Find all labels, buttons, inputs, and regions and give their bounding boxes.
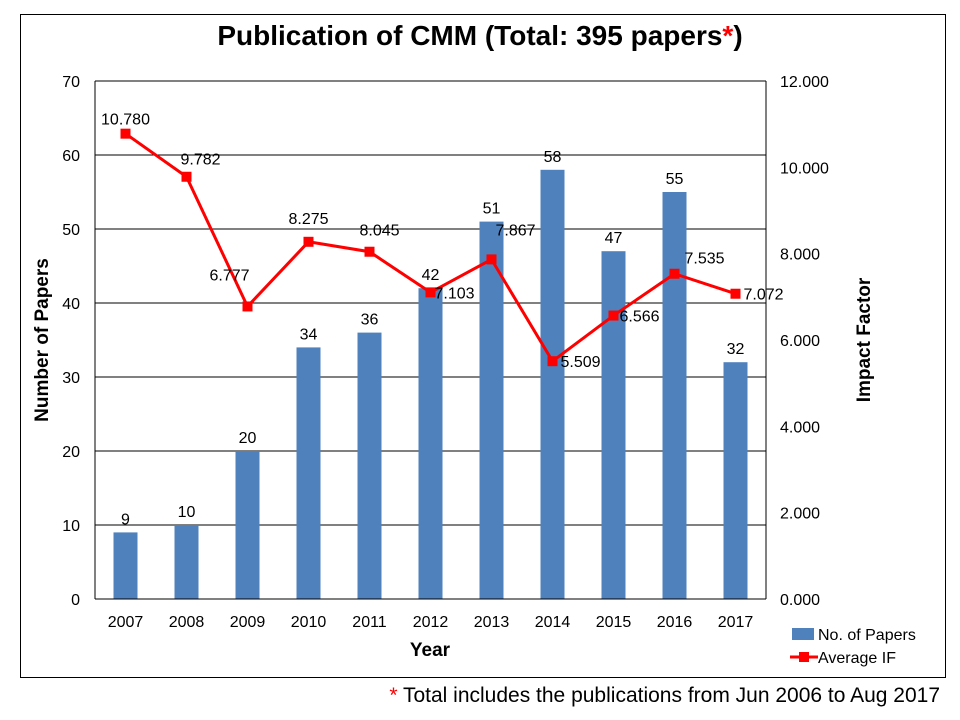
bar-value-label: 51 <box>483 201 501 218</box>
bar-value-label: 55 <box>666 171 684 188</box>
y2-tick-label: 0.000 <box>780 592 820 609</box>
y-tick-label: 30 <box>62 370 80 387</box>
if-value-label: 6.566 <box>620 309 660 326</box>
legend-line-label: Average IF <box>818 650 896 667</box>
x-tick-label: 2013 <box>474 614 510 631</box>
bar-value-label: 10 <box>178 504 196 521</box>
x-tick-label: 2012 <box>413 614 449 631</box>
y2-tick-label: 8.000 <box>780 247 820 264</box>
footnote: * Total includes the publications from J… <box>389 684 940 708</box>
bar-value-label: 47 <box>605 230 623 247</box>
if-marker <box>242 301 253 312</box>
y2-tick-label: 6.000 <box>780 333 820 350</box>
if-marker <box>364 246 375 257</box>
if-line <box>120 128 741 367</box>
if-marker <box>669 268 680 279</box>
legend: No. of Papers Average IF <box>790 627 916 667</box>
bar-value-label: 32 <box>727 341 745 358</box>
if-value-label: 7.072 <box>744 287 784 304</box>
if-marker <box>486 254 497 265</box>
y2-tick-label: 4.000 <box>780 419 820 436</box>
bar <box>174 525 199 599</box>
axes <box>94 80 767 600</box>
bar <box>113 532 138 599</box>
x-tick-label: 2015 <box>596 614 632 631</box>
legend-line-marker <box>799 652 809 662</box>
if-value-label: 8.275 <box>288 211 328 228</box>
bar <box>723 362 748 599</box>
title-asterisk: * <box>722 20 734 51</box>
bar <box>601 251 626 599</box>
footnote-text: Total includes the publications from Jun… <box>397 684 940 707</box>
bar <box>418 288 443 599</box>
if-value-label: 6.777 <box>209 267 249 284</box>
if-value-label: 10.780 <box>101 112 150 129</box>
y-axis-title: Number of Papers <box>32 258 53 422</box>
bar <box>662 192 687 599</box>
if-marker <box>303 236 314 247</box>
x-tick-label: 2007 <box>108 614 144 631</box>
y-tick-label: 10 <box>62 518 80 535</box>
x-tick-label: 2008 <box>169 614 205 631</box>
chart-title-text: Publication of CMM (Total: 395 papers <box>217 20 723 51</box>
bar <box>235 451 260 599</box>
y-tick-label: 40 <box>62 296 80 313</box>
if-marker <box>181 171 192 182</box>
legend-bar-label: No. of Papers <box>818 627 916 644</box>
y-tick-label: 20 <box>62 444 80 461</box>
tick-labels: 0 10 20 30 40 50 60 70 0.000 2.000 4.000 6.000 8.000… <box>62 74 829 631</box>
y-tick-label: 0 <box>71 592 80 609</box>
bar-value-label: 9 <box>121 511 130 528</box>
if-value-label: 8.045 <box>359 223 399 240</box>
x-tick-label: 2010 <box>291 614 327 631</box>
x-tick-label: 2009 <box>230 614 266 631</box>
y-tick-label: 70 <box>62 74 80 91</box>
if-marker <box>425 287 436 298</box>
if-marker <box>608 310 619 321</box>
bar <box>296 347 321 599</box>
y2-axis-title: Impact Factor <box>854 277 875 402</box>
title-close-paren: ) <box>733 20 743 51</box>
if-marker <box>730 288 741 299</box>
bar-value-label: 20 <box>239 430 257 447</box>
x-tick-label: 2014 <box>535 614 571 631</box>
bar-value-label: 36 <box>361 312 379 329</box>
y-tick-label: 50 <box>62 222 80 239</box>
bar-value-label: 58 <box>544 149 562 166</box>
y2-tick-label: 10.000 <box>780 160 829 177</box>
footnote-asterisk: * <box>389 684 398 707</box>
y-tick-label: 60 <box>62 148 80 165</box>
x-tick-label: 2016 <box>657 614 693 631</box>
x-axis-title: Year <box>410 640 451 661</box>
if-marker <box>547 356 558 367</box>
chart-frame <box>20 14 946 678</box>
x-tick-label: 2011 <box>352 614 387 631</box>
if-value-label: 7.103 <box>435 285 475 302</box>
if-marker <box>120 128 131 139</box>
bars <box>113 169 748 600</box>
y2-tick-label: 2.000 <box>780 506 820 523</box>
legend-bar-swatch <box>792 628 814 640</box>
bar <box>357 332 382 599</box>
bar-value-label: 34 <box>300 326 318 343</box>
data-labels: 9 10 20 34 36 42 51 58 47 55 32 10.780 9.782 6.777 8.2… <box>101 112 784 529</box>
if-value-label: 9.782 <box>180 152 220 169</box>
x-tick-label: 2017 <box>718 614 754 631</box>
if-value-label: 5.509 <box>561 354 601 371</box>
if-value-label: 7.867 <box>496 222 536 239</box>
chart-title: Publication of CMM (Total: 395 papers*) <box>0 20 960 52</box>
bar <box>479 221 504 599</box>
bar-value-label: 42 <box>422 267 440 284</box>
bar <box>540 169 565 600</box>
if-value-label: 7.535 <box>685 251 725 268</box>
y2-tick-label: 12.000 <box>780 74 829 91</box>
